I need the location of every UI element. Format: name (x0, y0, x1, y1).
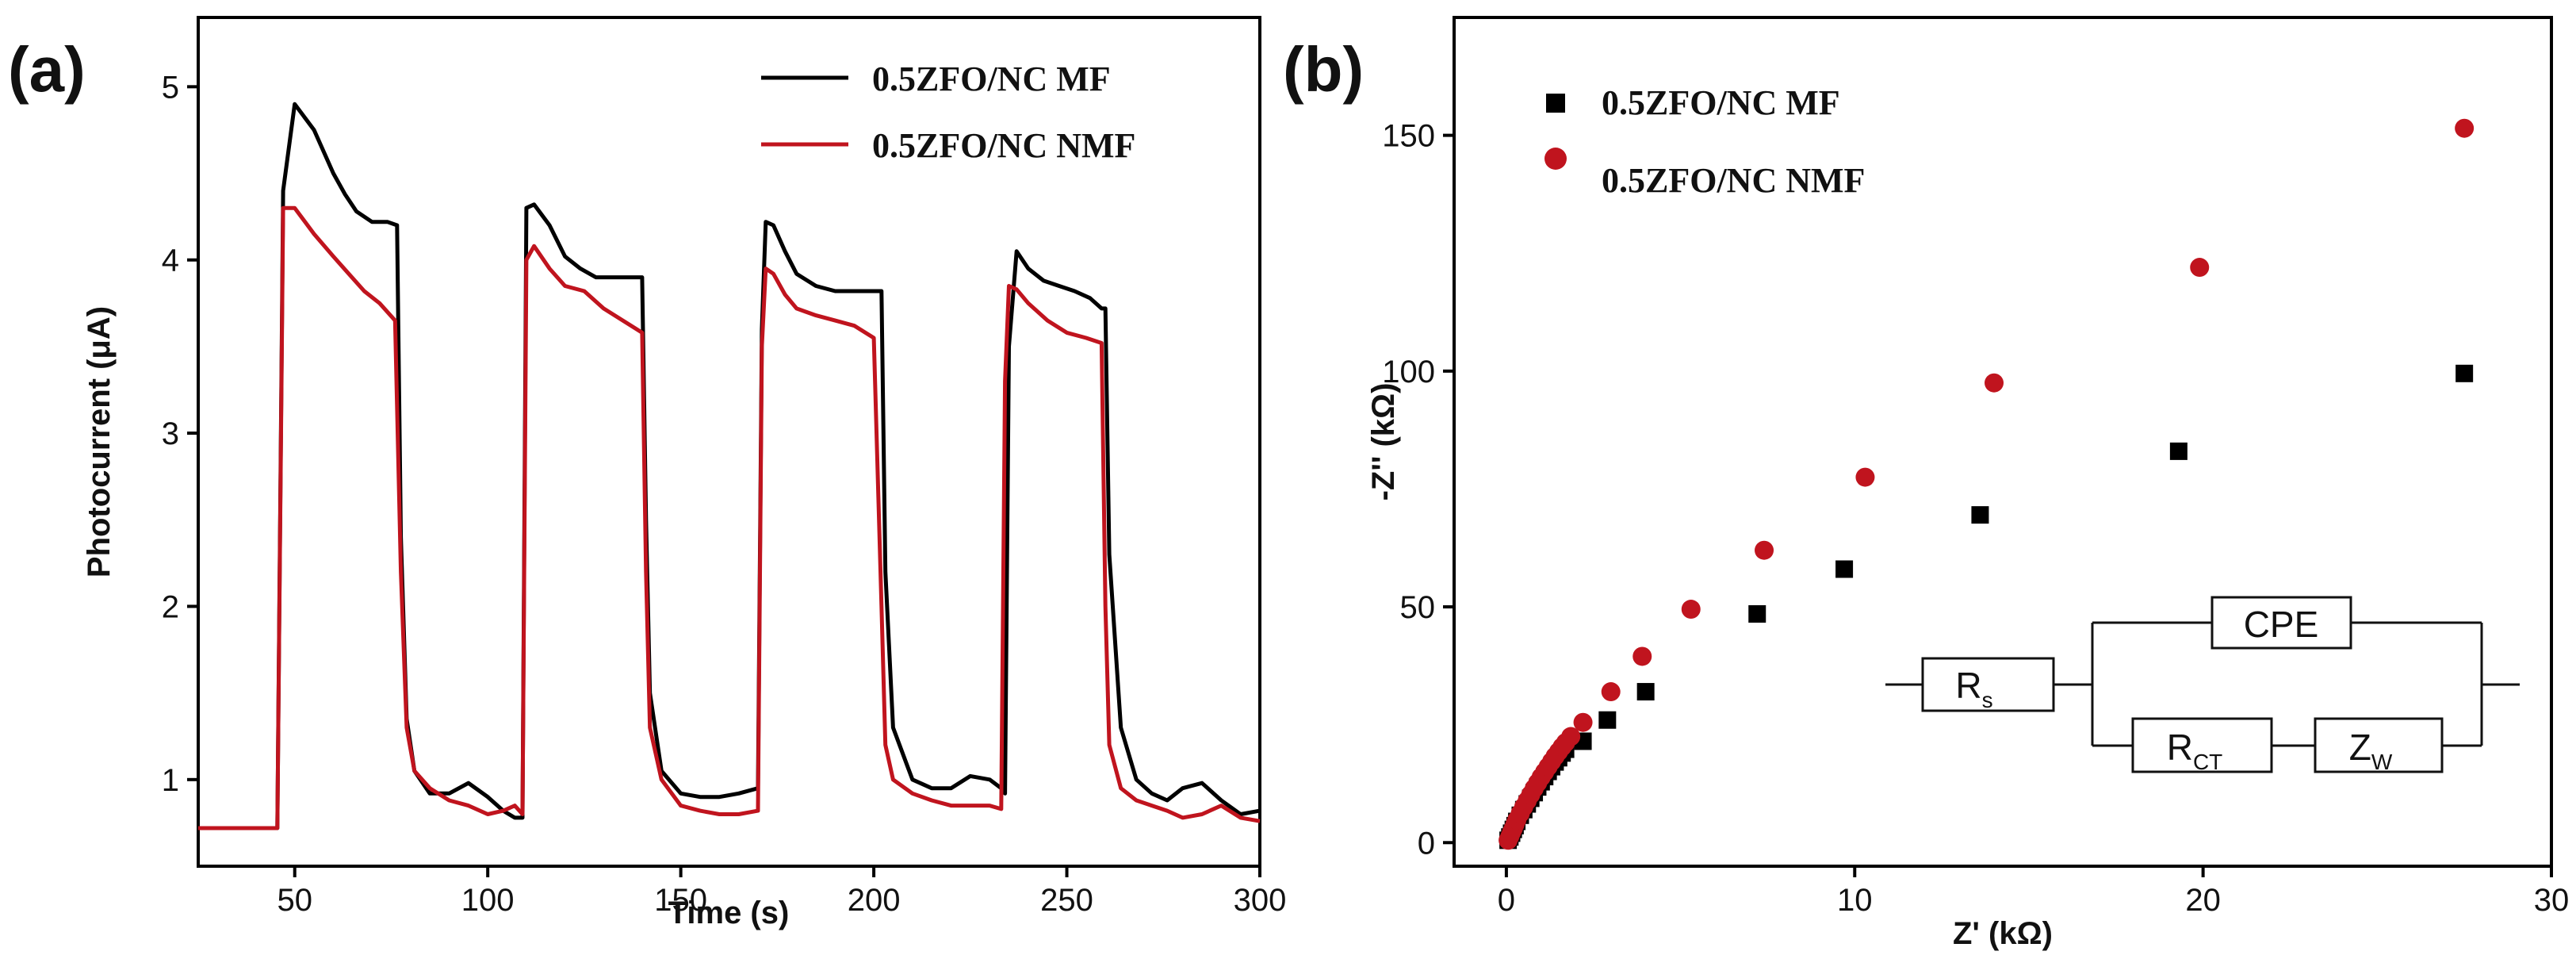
x-tick-label: 150 (654, 883, 707, 918)
data-point-nmf (1985, 373, 2004, 393)
panel-b-x-axis-title: Z' (kΩ) (1953, 916, 2053, 951)
y-tick-label: 150 (1382, 119, 1435, 154)
circuit-rs-label: Rs (1955, 665, 1992, 712)
legend-b-mf-marker (1546, 94, 1565, 113)
data-point-nmf (1632, 646, 1652, 666)
y-tick-label: 1 (162, 763, 179, 798)
data-point-nmf (1755, 540, 1774, 560)
data-point-mf (1835, 560, 1854, 578)
series-line-mf (198, 102, 1261, 830)
panel-b-chart: 0 10 20 30 0 50 100 150 Z' (kΩ) -Z'' (kΩ) 0.5ZF… (1366, 16, 2569, 951)
circuit-cpe-label: CPE (2244, 604, 2319, 645)
data-point-nmf (2190, 258, 2210, 278)
y-tick-label: 0 (1418, 826, 1435, 861)
y-tick-label: 100 (1382, 355, 1435, 389)
panel-b-plot-frame (1453, 16, 2553, 868)
x-tick-label: 0 (1498, 883, 1515, 918)
panel-b-legend: 0.5ZFO/NC MF 0.5ZFO/NC NMF (1544, 83, 1865, 200)
legend-a-nmf-label: 0.5ZFO/NC NMF (872, 126, 1135, 165)
panel-b-letter: (b) (1283, 34, 1364, 105)
panel-a-plot-frame (197, 16, 1261, 868)
y-tick-label: 5 (162, 70, 179, 105)
x-tick-label: 250 (1040, 883, 1093, 918)
x-tick-label: 50 (277, 883, 312, 918)
panel-a-letter: (a) (8, 34, 86, 105)
data-point-nmf (1561, 727, 1581, 746)
data-point-nmf (2455, 118, 2475, 138)
equivalent-circuit-inset (1885, 596, 2520, 773)
y-tick-label: 3 (162, 416, 179, 451)
panel-b-series (1499, 118, 2475, 850)
circuit-rct-label: RCT (2167, 727, 2223, 774)
x-tick-label: 10 (1837, 883, 1873, 918)
legend-b-nmf-marker (1544, 148, 1567, 170)
y-tick-label: 4 (162, 244, 179, 278)
x-tick-label: 300 (1234, 883, 1287, 918)
series-line-nmf (198, 205, 1261, 830)
data-point-nmf (1601, 682, 1621, 702)
legend-b-mf-label: 0.5ZFO/NC MF (1602, 83, 1840, 122)
y-tick-label: 2 (162, 589, 179, 624)
panel-a-chart: 50 100 150 200 250 300 1 2 3 4 5 Time (s) Photocur… (82, 16, 1287, 930)
data-point-mf (1636, 683, 1655, 701)
panel-b-y-axis-title: -Z'' (kΩ) (1366, 383, 1401, 501)
x-tick-label: 30 (2534, 883, 2570, 918)
data-point-mf (1748, 604, 1766, 623)
data-point-nmf (1573, 712, 1593, 732)
panel-b-ticks: 0 10 20 30 0 50 100 150 (1382, 119, 2569, 918)
data-point-nmf (1855, 467, 1875, 487)
panel-a-x-axis-title: Time (s) (668, 896, 790, 930)
panel-a-y-axis-title: Photocurrent (μA) (82, 306, 117, 577)
data-point-nmf (1681, 600, 1701, 620)
y-tick-label: 50 (1400, 590, 1436, 625)
data-point-mf (2169, 442, 2187, 460)
x-tick-label: 200 (848, 883, 901, 918)
legend-b-nmf-label: 0.5ZFO/NC NMF (1602, 161, 1865, 200)
panel-a-legend: 0.5ZFO/NC MF 0.5ZFO/NC NMF (761, 59, 1135, 165)
data-point-mf (1598, 711, 1617, 729)
data-point-mf (2455, 364, 2474, 382)
legend-a-mf-label: 0.5ZFO/NC MF (872, 59, 1111, 98)
panel-a-series (198, 102, 1261, 830)
x-tick-label: 20 (2185, 883, 2221, 918)
x-tick-label: 100 (461, 883, 515, 918)
circuit-zw-label: ZW (2349, 727, 2393, 774)
data-point-mf (1971, 506, 1989, 524)
panel-a-ticks: 50 100 150 200 250 300 1 2 3 4 5 (162, 70, 1287, 918)
